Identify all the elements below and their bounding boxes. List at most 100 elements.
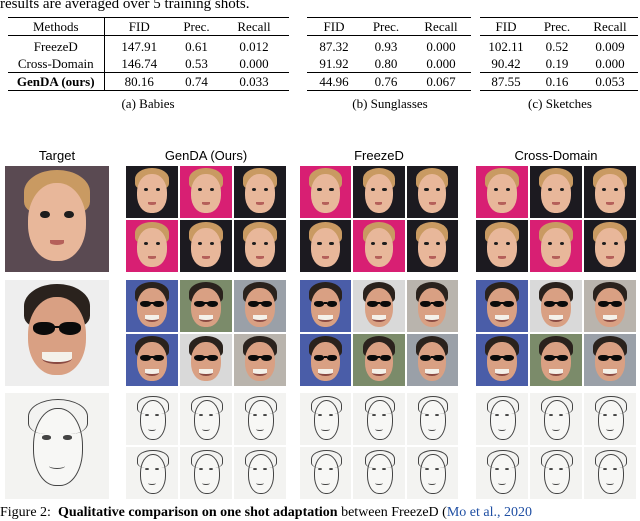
fid-cell: 44.96 [307, 72, 361, 91]
eye-left [423, 187, 429, 192]
eye-right [613, 467, 618, 470]
mouth [551, 427, 561, 431]
eye-right [505, 187, 511, 192]
generated-sample [353, 334, 405, 386]
face [27, 182, 87, 262]
generated-sample [234, 447, 286, 499]
smile [42, 352, 72, 364]
face [595, 174, 625, 213]
eye-left [40, 210, 50, 218]
table-row: FreezeD 147.91 0.61 0.012 [8, 35, 289, 55]
sunglasses-left [33, 322, 55, 336]
freeze-grid-sun [300, 280, 458, 386]
results-table-babies: Methods FID Prec. Recall FreezeD 147.91 … [8, 17, 289, 91]
eye-right [613, 187, 619, 192]
eye-left [144, 467, 149, 470]
eye-left [197, 241, 203, 246]
table-caption-babies: (a) Babies [121, 96, 175, 111]
smile [425, 315, 440, 323]
generated-sample [584, 447, 636, 499]
eye-left [198, 467, 203, 470]
col-header-prec: Prec. [532, 17, 582, 36]
mouth [202, 202, 210, 205]
smile [602, 369, 618, 377]
generated-sample [126, 393, 178, 445]
recall-cell: 0.000 [426, 56, 456, 71]
figure-caption-prefix: Figure 2: [0, 505, 51, 520]
eye-right [559, 467, 564, 470]
target-image-baby [5, 166, 109, 272]
recall-cell: 0.012 [239, 39, 269, 54]
generated-sample [126, 166, 178, 218]
sunglasses-left [367, 300, 378, 308]
eye-right [329, 187, 334, 192]
sunglasses-bridge [323, 302, 328, 305]
hair-outline [245, 450, 277, 468]
figure-caption: Figure 2: Qualitative comparison on one … [0, 505, 532, 521]
table-caption-sketches: (c) Sketches [528, 96, 592, 111]
generated-sample [300, 393, 352, 445]
hair-outline [311, 450, 342, 468]
sunglasses-left [544, 300, 555, 308]
prec-cell: 0.74 [174, 72, 219, 91]
mouth [321, 202, 330, 205]
fid-cell: 87.55 [480, 72, 532, 91]
table-row: 87.32 0.93 0.000 [307, 36, 471, 56]
eye-right [435, 413, 440, 416]
eye-left [252, 413, 257, 416]
mouth [375, 256, 383, 259]
freeze-grid-sketch [300, 393, 458, 499]
face [27, 296, 87, 376]
sunglasses-right [379, 354, 391, 362]
eye-right [155, 187, 161, 192]
eye-left [251, 187, 257, 192]
generated-sample [530, 166, 582, 218]
mouth [201, 481, 211, 485]
generated-sample [530, 447, 582, 499]
sunglasses-bridge [430, 356, 434, 359]
smile [198, 315, 214, 323]
eye-right [382, 187, 387, 192]
eye-left [317, 187, 322, 192]
generated-sample [406, 334, 458, 386]
generated-sample [584, 166, 636, 218]
smile [252, 369, 268, 377]
generated-sample [126, 220, 178, 272]
sunglasses-bridge [204, 356, 208, 359]
results-table-sketches: FID Prec. Recall 102.11 0.52 0.009 90.42… [480, 17, 638, 91]
generated-sample [234, 393, 286, 445]
mouth [201, 427, 211, 431]
sunglasses-left [194, 300, 205, 308]
mouth [256, 256, 264, 259]
sunglasses-bridge [608, 302, 612, 305]
eye-right [613, 241, 619, 246]
hair-outline [364, 450, 396, 468]
smile [371, 369, 386, 377]
mouth [375, 202, 383, 205]
figure-header-genda: GenDA (Ours) [164, 148, 248, 163]
eye-left [371, 413, 376, 416]
mouth [498, 202, 506, 205]
sunglasses-left [420, 300, 432, 308]
generated-sample [353, 166, 405, 218]
eye-right [63, 435, 72, 440]
generated-sample [406, 393, 458, 445]
eye-left [251, 241, 257, 246]
eye-right [381, 413, 386, 416]
genda-grid-sketch [126, 393, 286, 499]
mouth [498, 256, 506, 259]
generated-sample [180, 334, 232, 386]
eye-left [252, 467, 257, 470]
generated-sample [530, 280, 582, 332]
sunglasses-right [611, 354, 622, 362]
generated-sample [234, 166, 286, 218]
mouth [374, 481, 383, 485]
eye-left [547, 241, 553, 246]
generated-sample [584, 220, 636, 272]
fid-cell: 146.74 [121, 56, 158, 71]
eye-left [143, 187, 149, 192]
smile [318, 369, 333, 377]
eye-left [423, 241, 429, 246]
generated-sample [234, 334, 286, 386]
generated-sample [126, 447, 178, 499]
